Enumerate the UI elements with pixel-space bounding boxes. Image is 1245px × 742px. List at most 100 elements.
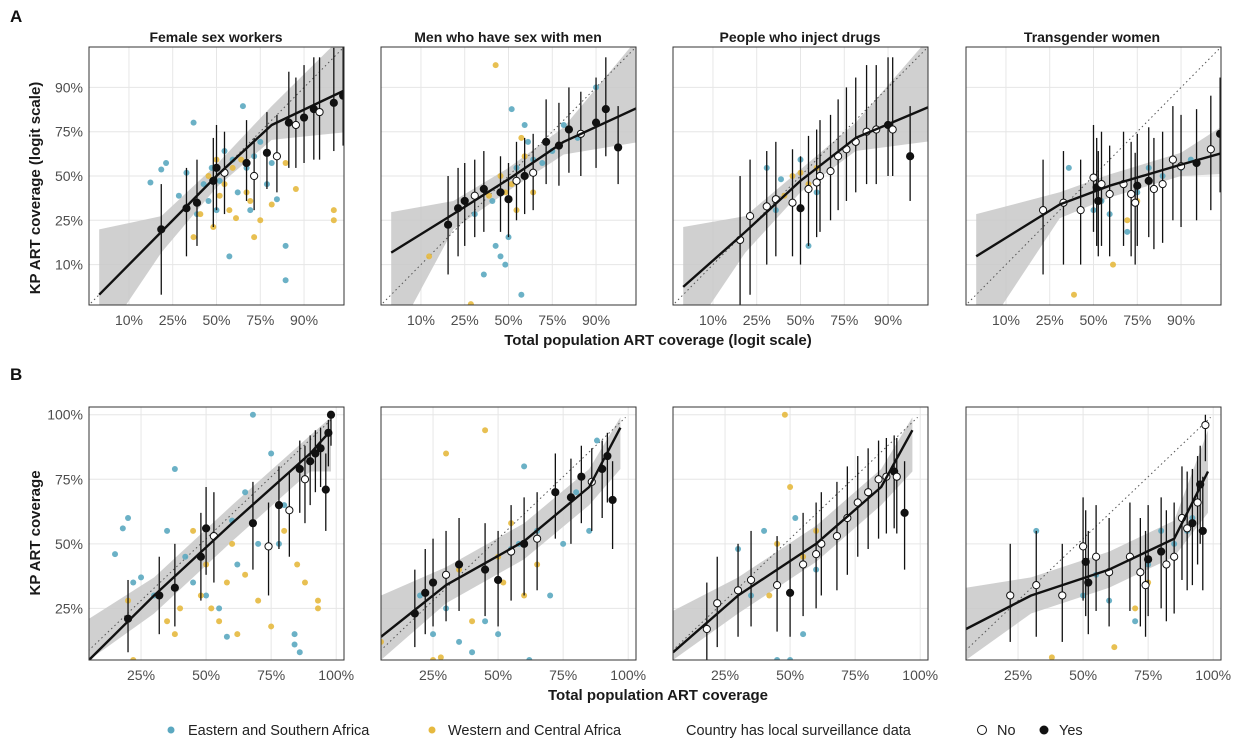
x-tick-label: 25% xyxy=(451,312,479,328)
legend-esa-label: Eastern and Southern Africa xyxy=(188,723,370,739)
esa-point xyxy=(234,561,241,568)
surveillance-no-point xyxy=(1141,581,1150,590)
surveillance-yes-point xyxy=(1228,164,1235,171)
surveillance-yes-point xyxy=(496,188,505,197)
panel-b-msm: 25% 50% 75% 100% xyxy=(380,406,646,683)
surveillance-no-point xyxy=(1193,498,1202,507)
wca-point xyxy=(1124,217,1131,224)
panel-b-pwid: 25% 50% 75% 100% xyxy=(672,406,938,683)
x-tick-label: 75% xyxy=(246,312,274,328)
surveillance-no-point xyxy=(1006,591,1015,600)
surveillance-yes-point xyxy=(785,588,795,597)
esa-point xyxy=(200,181,207,188)
x-tick-label: 50% xyxy=(1069,667,1097,683)
esa-point xyxy=(130,579,137,586)
esa-point xyxy=(268,159,275,166)
wca-point xyxy=(330,217,337,224)
surveillance-yes-point xyxy=(460,196,469,206)
wca-point xyxy=(437,654,444,660)
surveillance-no-point xyxy=(1136,568,1145,577)
esa-point xyxy=(158,166,165,173)
fit-line xyxy=(98,89,344,296)
esa-point xyxy=(242,489,249,496)
surveillance-yes-point xyxy=(1144,555,1153,564)
fit-line xyxy=(975,152,1221,258)
surveillance-no-point xyxy=(888,125,897,134)
y-tick-label: 90% xyxy=(55,79,83,95)
surveillance-yes-point xyxy=(192,198,202,207)
esa-point xyxy=(190,119,197,126)
esa-point xyxy=(521,121,528,128)
panel-title-pwid: People who inject drugs xyxy=(719,29,880,45)
surveillance-yes-point xyxy=(329,98,338,107)
x-tick-label: 50% xyxy=(192,667,220,683)
panel-b-fsw: 25% 50% 75% 100% 25% 50% 75% 100% xyxy=(47,406,354,683)
esa-point xyxy=(489,197,496,204)
surveillance-yes-point xyxy=(564,125,574,134)
legend-esa-swatch xyxy=(167,726,175,734)
surveillance-no-point xyxy=(762,202,771,211)
wca-point xyxy=(281,527,288,534)
surveillance-no-point xyxy=(250,171,259,181)
esa-point xyxy=(268,450,275,457)
surveillance-no-point xyxy=(315,107,324,117)
surveillance-no-point xyxy=(702,624,711,634)
wca-point xyxy=(469,618,476,625)
surveillance-yes-point xyxy=(274,501,284,510)
surveillance-no-point xyxy=(529,168,538,177)
surveillance-yes-point xyxy=(608,495,617,505)
y-tick-label: 25% xyxy=(55,600,83,616)
x-tick-label: 90% xyxy=(582,312,610,328)
plot-area xyxy=(966,414,1211,660)
legend-yes-label: Yes xyxy=(1059,723,1083,739)
wca-point xyxy=(190,527,197,534)
surveillance-yes-point xyxy=(316,444,325,453)
surveillance-yes-point xyxy=(1188,519,1197,528)
surveillance-yes-point xyxy=(306,457,315,466)
wca-point xyxy=(798,16,804,22)
x-tick-label: 50% xyxy=(1079,312,1107,328)
surveillance-no-point xyxy=(300,475,310,484)
fit-line xyxy=(390,107,636,254)
surveillance-yes-point xyxy=(170,583,179,592)
surveillance-no-point xyxy=(1058,591,1067,600)
wca-point xyxy=(171,631,178,638)
esa-point xyxy=(234,189,241,196)
wca-point xyxy=(314,597,321,604)
wca-point xyxy=(472,330,478,336)
confidence-ribbon xyxy=(966,430,1208,660)
x-tick-label: 25% xyxy=(711,667,739,683)
esa-point xyxy=(560,540,567,547)
surveillance-yes-point xyxy=(1144,176,1153,185)
surveillance-no-point xyxy=(745,211,755,221)
surveillance-yes-point xyxy=(796,204,805,213)
surveillance-yes-point xyxy=(248,519,258,528)
surveillance-no-point xyxy=(815,171,825,181)
surveillance-no-point xyxy=(1089,173,1098,182)
surveillance-no-point xyxy=(285,506,294,515)
wca-point xyxy=(164,618,171,625)
esa-point xyxy=(125,515,132,522)
wca-point xyxy=(467,301,474,305)
esa-point xyxy=(800,631,807,638)
x-tick-label: 25% xyxy=(743,312,771,328)
surveillance-no-point xyxy=(713,599,722,608)
panel-title-msm: Men who have sex with men xyxy=(414,29,602,45)
esa-point xyxy=(560,121,567,128)
surveillance-yes-point xyxy=(493,575,503,585)
x-tick-label: 50% xyxy=(786,312,814,328)
plot-area xyxy=(381,47,636,336)
esa-point xyxy=(205,197,212,204)
surveillance-no-point xyxy=(1092,552,1101,561)
x-tick-label: 10% xyxy=(115,312,143,328)
x-tick-label: 25% xyxy=(127,667,155,683)
surveillance-no-point xyxy=(1158,179,1167,189)
y-tick-label: 50% xyxy=(55,168,83,184)
surveillance-yes-point xyxy=(1081,557,1090,566)
wca-point xyxy=(238,156,245,163)
x-tick-label: 100% xyxy=(610,667,646,683)
plot-area xyxy=(89,410,336,660)
x-tick-label: 25% xyxy=(1004,667,1032,683)
surveillance-no-point xyxy=(864,488,873,497)
legend-surveillance-title: Country has local surveillance data xyxy=(686,723,912,739)
